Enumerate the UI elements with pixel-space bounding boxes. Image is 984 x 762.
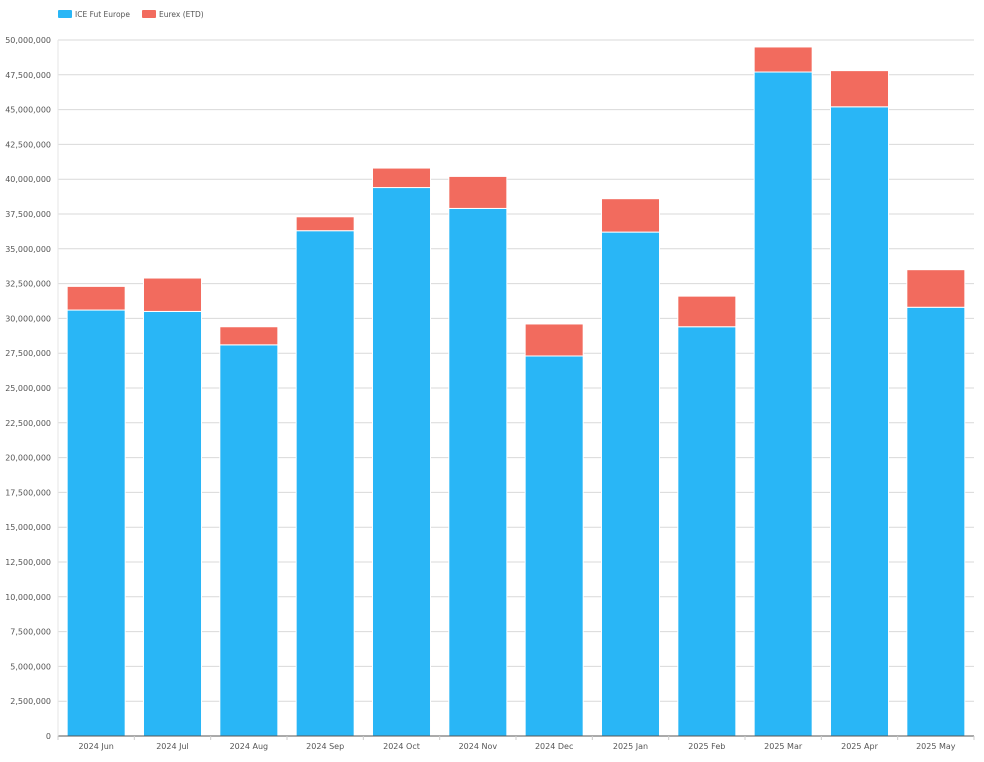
bar-segment-ice-fut-europe[interactable] bbox=[753, 71, 813, 737]
x-tick-label: 2025 Jan bbox=[613, 742, 648, 751]
x-tick-label: 2024 Dec bbox=[535, 742, 573, 751]
y-tick-label: 45,000,000 bbox=[5, 106, 51, 115]
x-tick-label: 2024 Aug bbox=[230, 742, 269, 751]
y-tick-label: 30,000,000 bbox=[5, 314, 51, 323]
bar-segment-eurex-etd[interactable] bbox=[753, 46, 813, 73]
bar-segment-eurex-etd[interactable] bbox=[524, 323, 584, 357]
bar-segment-ice-fut-europe[interactable] bbox=[906, 306, 966, 737]
bar-segment-ice-fut-europe[interactable] bbox=[448, 207, 508, 737]
bar-segment-eurex-etd[interactable] bbox=[219, 326, 279, 346]
bars bbox=[66, 46, 966, 737]
y-tick-label: 35,000,000 bbox=[5, 245, 51, 254]
y-tick-label: 7,500,000 bbox=[10, 628, 51, 637]
x-tick-label: 2024 Jul bbox=[156, 742, 189, 751]
bar-segment-ice-fut-europe[interactable] bbox=[66, 309, 126, 737]
y-tick-label: 40,000,000 bbox=[5, 175, 51, 184]
bar-segment-eurex-etd[interactable] bbox=[371, 167, 432, 189]
x-tick-label: 2025 Feb bbox=[688, 742, 725, 751]
y-tick-label: 0 bbox=[46, 732, 51, 741]
y-tick-label: 2,500,000 bbox=[10, 697, 51, 706]
bar-segment-ice-fut-europe[interactable] bbox=[219, 344, 279, 737]
y-tick-label: 15,000,000 bbox=[5, 523, 51, 532]
x-tick-label: 2024 Nov bbox=[459, 742, 498, 751]
bar-segment-eurex-etd[interactable] bbox=[448, 175, 508, 209]
grid-lines bbox=[58, 39, 974, 702]
y-tick-label: 50,000,000 bbox=[5, 36, 51, 45]
y-tick-label: 25,000,000 bbox=[5, 384, 51, 393]
axes: 0 2,500,000 5,000,000 7,500,000 10,000,000 12… bbox=[5, 36, 975, 751]
x-tick-label: 2025 May bbox=[916, 742, 956, 751]
y-tick-label: 32,500,000 bbox=[5, 280, 51, 289]
y-tick-label: 17,500,000 bbox=[5, 488, 51, 497]
legend-label-eurex-etd[interactable]: Eurex (ETD) bbox=[159, 10, 204, 19]
bar-segment-ice-fut-europe[interactable] bbox=[677, 326, 737, 737]
y-tick-label: 5,000,000 bbox=[10, 662, 51, 671]
legend: ICE Fut Europe Eurex (ETD) bbox=[58, 10, 204, 19]
bar-segment-ice-fut-europe[interactable] bbox=[142, 310, 203, 737]
bar-segment-eurex-etd[interactable] bbox=[66, 285, 126, 311]
bar-segment-eurex-etd[interactable] bbox=[295, 216, 355, 232]
x-tick-label: 2024 Jun bbox=[78, 742, 113, 751]
bar-segment-ice-fut-europe[interactable] bbox=[524, 355, 584, 737]
bar-segment-ice-fut-europe[interactable] bbox=[371, 187, 432, 737]
legend-swatch-eurex-etd bbox=[142, 10, 156, 18]
bar-segment-eurex-etd[interactable] bbox=[906, 269, 966, 308]
bar-segment-ice-fut-europe[interactable] bbox=[600, 231, 661, 737]
y-tick-label: 42,500,000 bbox=[5, 140, 51, 149]
y-tick-label: 37,500,000 bbox=[5, 210, 51, 219]
x-tick-label: 2025 Apr bbox=[841, 742, 878, 751]
bar-segment-ice-fut-europe[interactable] bbox=[295, 230, 355, 737]
bar-segment-eurex-etd[interactable] bbox=[829, 70, 890, 108]
x-tick-label: 2025 Mar bbox=[764, 742, 803, 751]
bar-segment-ice-fut-europe[interactable] bbox=[829, 106, 890, 737]
y-tick-label: 12,500,000 bbox=[5, 558, 51, 567]
bar-segment-eurex-etd[interactable] bbox=[142, 277, 203, 312]
y-tick-label: 20,000,000 bbox=[5, 454, 51, 463]
bar-segment-eurex-etd[interactable] bbox=[677, 295, 737, 328]
x-tick-label: 2024 Oct bbox=[383, 742, 420, 751]
y-tick-label: 10,000,000 bbox=[5, 593, 51, 602]
bar-segment-eurex-etd[interactable] bbox=[600, 198, 661, 233]
y-tick-label: 22,500,000 bbox=[5, 419, 51, 428]
legend-label-ice-fut-europe[interactable]: ICE Fut Europe bbox=[75, 10, 130, 19]
legend-swatch-ice-fut-europe bbox=[58, 10, 72, 18]
y-tick-label: 47,500,000 bbox=[5, 71, 51, 80]
x-tick-label: 2024 Sep bbox=[306, 742, 344, 751]
y-tick-label: 27,500,000 bbox=[5, 349, 51, 358]
